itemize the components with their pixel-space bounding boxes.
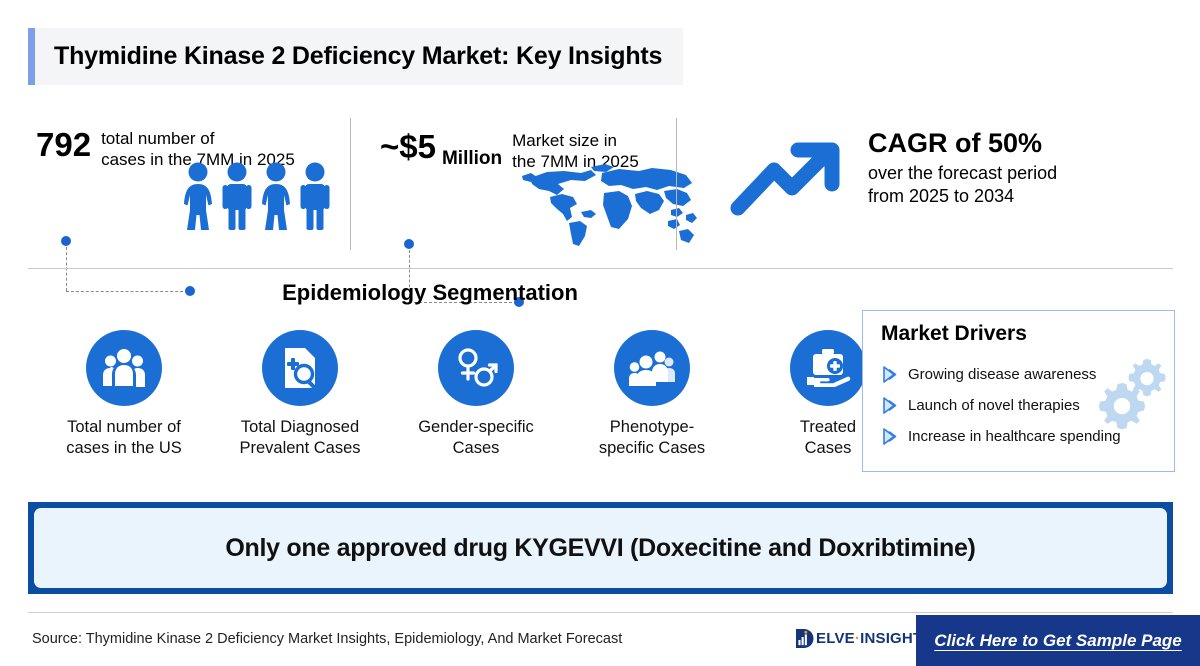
stat-total-cases-7mm: 792 total number of cases in the 7MM in … bbox=[28, 100, 358, 296]
world-map-icon bbox=[522, 164, 697, 246]
epi-item-label: Gender-specific Cases bbox=[418, 418, 534, 457]
stat-divider-2 bbox=[676, 118, 677, 250]
people-crowd-icon bbox=[614, 330, 690, 406]
connector-dot-end bbox=[185, 285, 195, 296]
connector-dot-start bbox=[61, 235, 71, 246]
male-figure-icon bbox=[222, 162, 252, 230]
approved-drug-banner: Only one approved drug KYGEVVI (Doxeciti… bbox=[28, 502, 1173, 594]
female-figure-icon bbox=[262, 162, 290, 230]
page-header: Thymidine Kinase 2 Deficiency Market: Ke… bbox=[28, 28, 683, 85]
key-stats-row: 792 total number of cases in the 7MM in … bbox=[28, 100, 1173, 307]
header-accent-bar bbox=[28, 28, 35, 85]
epi-item-total-diagnosed-prevalent[interactable]: Total Diagnosed Prevalent Cases bbox=[220, 330, 380, 459]
footer-divider bbox=[28, 612, 1173, 613]
epidemiology-items: Total number of cases in the US bbox=[28, 330, 866, 480]
people-group-icon bbox=[180, 162, 333, 230]
chevron-right-icon bbox=[883, 428, 897, 445]
logo-text: ELVE·INSIGHT bbox=[816, 630, 923, 647]
connector-dot-end bbox=[514, 296, 524, 307]
gears-icon bbox=[1098, 359, 1166, 430]
market-driver-label: Growing disease awareness bbox=[908, 366, 1097, 383]
page-title: Thymidine Kinase 2 Deficiency Market: Ke… bbox=[54, 42, 663, 70]
source-value: Thymidine Kinase 2 Deficiency Market Ins… bbox=[85, 631, 623, 647]
approved-drug-text: Only one approved drug KYGEVVI (Doxeciti… bbox=[225, 533, 976, 562]
epi-item-label: Phenotype- specific Cases bbox=[598, 418, 706, 457]
connector-line-horizontal bbox=[409, 301, 517, 303]
epi-item-phenotype-specific[interactable]: Phenotype- specific Cases bbox=[572, 330, 732, 459]
source-text: Source: Thymidine Kinase 2 Deficiency Ma… bbox=[32, 631, 622, 647]
get-sample-page-button[interactable]: Click Here to Get Sample Page bbox=[916, 615, 1200, 666]
logo-bar-chart-d-icon bbox=[796, 629, 814, 648]
epidemiology-section-title: Epidemiology Segmentation bbox=[282, 280, 578, 305]
chevron-right-icon bbox=[883, 397, 897, 414]
stat-description: total number of cases in the 7MM in 2025 bbox=[101, 129, 295, 170]
hand-medical-kit-icon bbox=[790, 330, 866, 406]
market-driver-item: Growing disease awareness bbox=[881, 359, 1121, 390]
connector-dot-start bbox=[404, 238, 414, 249]
male-figure-icon bbox=[300, 162, 330, 230]
stat-divider-1 bbox=[350, 118, 351, 250]
market-drivers-title: Market Drivers bbox=[881, 322, 1027, 345]
chevron-right-icon bbox=[883, 366, 897, 383]
section-divider-top bbox=[28, 268, 1173, 269]
growth-arrow-icon bbox=[730, 142, 840, 216]
stat-cagr: CAGR of 50% over the forecast period fro… bbox=[700, 100, 1170, 260]
gender-symbols-icon bbox=[438, 330, 514, 406]
connector-line-horizontal bbox=[66, 290, 188, 292]
source-label: Source: bbox=[32, 631, 82, 647]
cta-label: Click Here to Get Sample Page bbox=[934, 630, 1182, 650]
epi-item-label: Total Diagnosed Prevalent Cases bbox=[239, 418, 361, 457]
market-drivers-list: Growing disease awareness Launch of nove… bbox=[881, 359, 1121, 452]
document-search-icon bbox=[262, 330, 338, 406]
stat-description: over the forecast period from 2025 to 20… bbox=[868, 163, 1058, 207]
market-driver-item: Launch of novel therapies bbox=[881, 390, 1121, 421]
market-drivers-box: Market Drivers Growing disease awareness… bbox=[862, 310, 1175, 472]
epi-item-total-cases-us[interactable]: Total number of cases in the US bbox=[44, 330, 204, 459]
market-driver-label: Increase in healthcare spending bbox=[908, 428, 1121, 445]
stat-unit: Million bbox=[441, 147, 503, 169]
epi-item-label: Treated Cases bbox=[799, 418, 857, 457]
stat-value: ~$5 bbox=[380, 128, 436, 165]
delveinsight-logo[interactable]: ELVE·INSIGHT bbox=[795, 628, 922, 649]
epi-item-treated-cases[interactable]: Treated Cases bbox=[748, 330, 908, 459]
stat-market-size: ~$5 Million Market size in the 7MM in 20… bbox=[376, 100, 697, 307]
stat-value: 792 bbox=[36, 126, 92, 163]
market-driver-label: Launch of novel therapies bbox=[908, 397, 1080, 414]
stat-value: CAGR of 50% bbox=[868, 128, 1043, 158]
market-driver-item: Increase in healthcare spending bbox=[881, 421, 1121, 452]
female-figure-icon bbox=[184, 162, 212, 230]
people-group-icon bbox=[86, 330, 162, 406]
epi-item-gender-specific[interactable]: Gender-specific Cases bbox=[396, 330, 556, 459]
epi-item-label: Total number of cases in the US bbox=[66, 418, 182, 457]
connector-line-vertical bbox=[409, 249, 410, 302]
